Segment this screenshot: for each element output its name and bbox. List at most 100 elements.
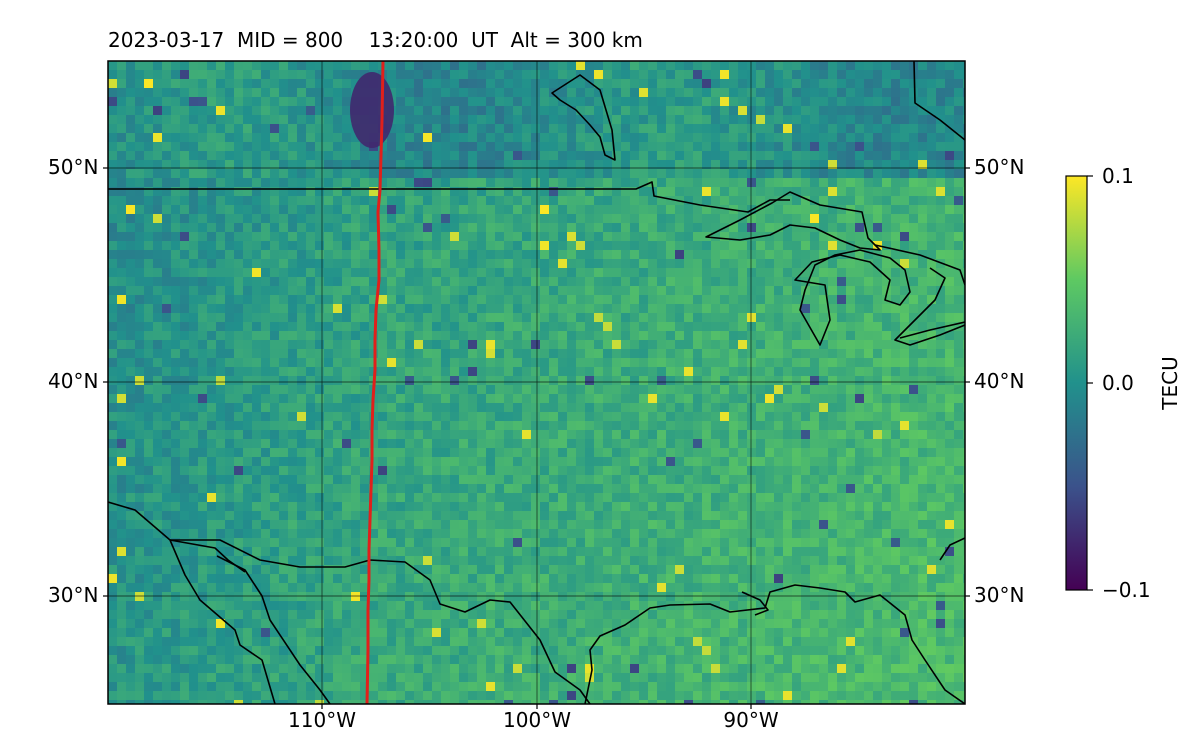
tec-cell	[549, 295, 559, 305]
tec-cell	[828, 475, 838, 485]
tec-cell	[702, 385, 712, 395]
tec-cell	[630, 358, 640, 368]
tec-cell	[612, 115, 622, 125]
tec-cell	[657, 493, 667, 503]
tec-cell	[288, 349, 298, 359]
tec-cell	[270, 70, 280, 80]
tec-cell	[180, 304, 190, 314]
tec-cell	[171, 160, 181, 170]
tec-cell	[549, 484, 559, 494]
tec-cell	[297, 70, 307, 80]
tec-cell	[432, 421, 442, 431]
tec-cell	[324, 385, 334, 395]
tec-cell	[540, 340, 550, 350]
tec-cell	[468, 196, 478, 206]
tec-cell	[522, 259, 532, 269]
tec-cell	[198, 259, 208, 269]
tec-cell	[900, 169, 910, 179]
tec-cell	[729, 250, 739, 260]
tec-cell	[432, 331, 442, 341]
tec-cell	[612, 493, 622, 503]
tec-cell	[657, 133, 667, 143]
tec-cell	[477, 448, 487, 458]
tec-cell	[360, 484, 370, 494]
tec-cell	[729, 349, 739, 359]
tec-cell	[108, 241, 118, 251]
tec-cell	[621, 124, 631, 134]
tec-cell	[504, 187, 514, 197]
tec-cell	[351, 268, 361, 278]
tec-cell	[558, 304, 568, 314]
tec-cell	[198, 412, 208, 422]
tec-cell	[198, 160, 208, 170]
tec-cell	[738, 322, 748, 332]
tec-cell	[621, 385, 631, 395]
tec-cell	[459, 358, 469, 368]
tec-cell	[270, 178, 280, 188]
tec-cell	[558, 124, 568, 134]
tec-cell	[891, 448, 901, 458]
tec-cell	[612, 421, 622, 431]
tec-cell	[783, 466, 793, 476]
tec-cell	[936, 349, 946, 359]
tec-cell	[261, 124, 271, 134]
tec-cell	[936, 439, 946, 449]
tec-cell	[918, 214, 928, 224]
tec-cell	[288, 88, 298, 98]
tec-cell	[189, 70, 199, 80]
tec-cell	[657, 520, 667, 530]
tec-cell	[270, 223, 280, 233]
tec-cell	[558, 223, 568, 233]
tec-cell	[522, 457, 532, 467]
tec-cell	[324, 70, 334, 80]
tec-cell	[648, 475, 658, 485]
tec-cell	[837, 259, 847, 269]
tec-cell	[747, 412, 757, 422]
tec-cell	[117, 412, 127, 422]
tec-cell	[270, 376, 280, 386]
tec-cell	[684, 439, 694, 449]
tec-cell	[270, 124, 280, 134]
tec-cell	[711, 322, 721, 332]
tec-cell	[675, 115, 685, 125]
tec-cell	[144, 367, 154, 377]
tec-cell	[207, 439, 217, 449]
tec-cell	[387, 142, 397, 152]
tec-cell	[252, 385, 262, 395]
tec-cell	[549, 259, 559, 269]
tec-cell	[522, 178, 532, 188]
tec-cell	[594, 169, 604, 179]
tec-cell	[675, 484, 685, 494]
tec-cell	[459, 430, 469, 440]
tec-cell	[297, 403, 307, 413]
tec-cell	[288, 439, 298, 449]
tec-cell	[792, 313, 802, 323]
tec-cell	[261, 241, 271, 251]
tec-cell	[297, 196, 307, 206]
tec-cell	[909, 511, 919, 521]
tec-cell	[783, 295, 793, 305]
tec-cell	[531, 421, 541, 431]
tec-cell	[711, 97, 721, 107]
tec-cell	[333, 439, 343, 449]
tec-cell	[396, 223, 406, 233]
tec-cell	[459, 133, 469, 143]
tec-cell	[306, 151, 316, 161]
tec-cell	[288, 178, 298, 188]
tec-cell	[117, 61, 127, 71]
tec-cell	[180, 403, 190, 413]
tec-cell	[360, 511, 370, 521]
tec-cell	[270, 484, 280, 494]
tec-cell	[738, 394, 748, 404]
tec-cell	[351, 502, 361, 512]
tec-cell	[450, 484, 460, 494]
tec-cell	[828, 268, 838, 278]
tec-cell	[846, 196, 856, 206]
tec-cell	[441, 394, 451, 404]
tec-cell	[333, 376, 343, 386]
tec-cell	[540, 331, 550, 341]
tec-cell	[810, 385, 820, 395]
tec-cell	[135, 115, 145, 125]
tec-cell	[837, 412, 847, 422]
tec-cell	[738, 79, 748, 89]
